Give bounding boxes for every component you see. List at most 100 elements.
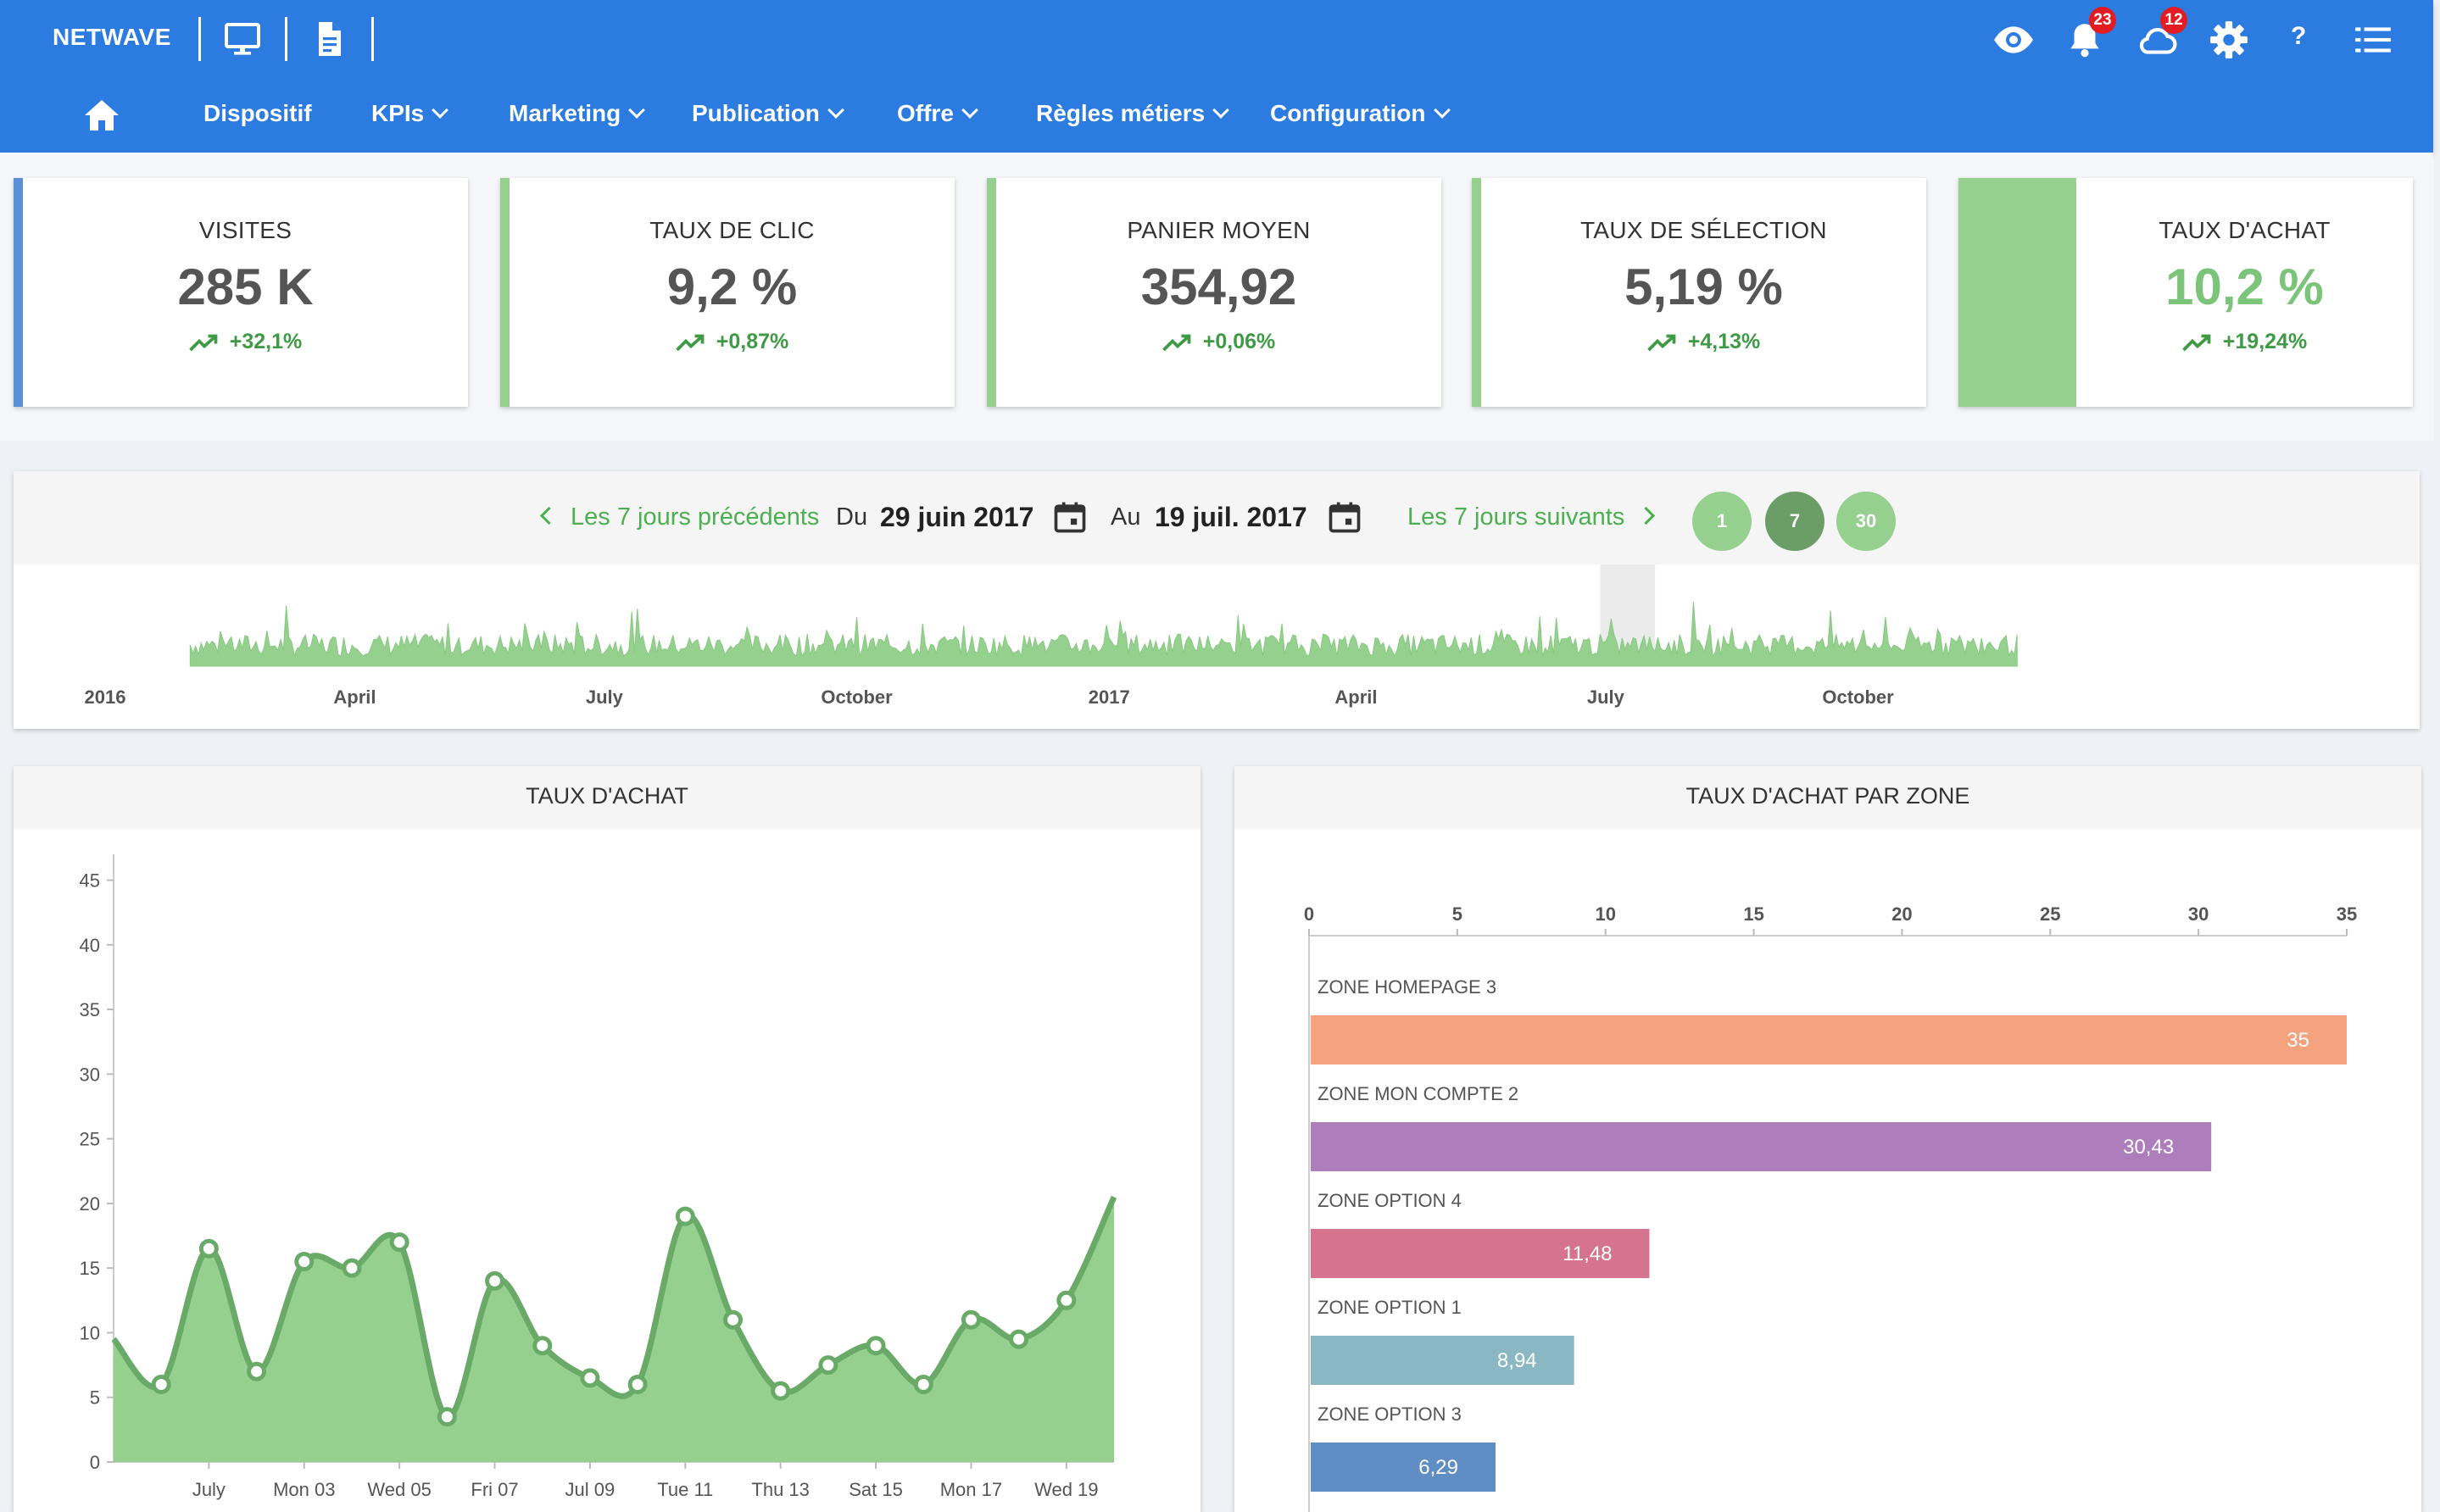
data-point[interactable] — [866, 1336, 886, 1356]
cloud-badge: 12 — [2160, 7, 2187, 34]
range-7-days-button[interactable]: 7 — [1765, 492, 1824, 551]
nav-publication[interactable]: Publication — [692, 100, 844, 127]
data-point[interactable] — [1009, 1329, 1029, 1349]
home-icon[interactable] — [81, 95, 122, 136]
to-date[interactable]: 19 juil. 2017 — [1155, 502, 1307, 532]
eye-icon[interactable] — [1992, 19, 2035, 61]
data-point[interactable] — [198, 1238, 219, 1259]
data-point[interactable] — [532, 1336, 553, 1356]
bar-category-label: ZONE MON COMPTE 2 — [1317, 1083, 1518, 1104]
data-point[interactable] — [627, 1374, 648, 1394]
x-tick-label: Mon 03 — [273, 1479, 335, 1500]
x-tick-label: Fri 07 — [471, 1479, 518, 1500]
bar-value-label: 11,48 — [1563, 1242, 1612, 1265]
y-tick-label: 20 — [80, 1193, 100, 1215]
from-label: Du — [836, 503, 868, 531]
x-tick-label: 0 — [1304, 903, 1314, 925]
data-point[interactable] — [580, 1368, 600, 1388]
chevron-down-icon — [961, 102, 978, 119]
data-point[interactable] — [1056, 1290, 1077, 1310]
x-tick-label: Tue 11 — [657, 1479, 713, 1500]
cloud-icon[interactable]: 12 — [2135, 7, 2187, 61]
nav-configuration[interactable]: Configuration — [1270, 100, 1451, 127]
data-point[interactable] — [151, 1374, 171, 1394]
kpi-value: 10,2 % — [2165, 258, 2324, 315]
x-tick-label: 10 — [1595, 903, 1615, 925]
document-icon[interactable] — [309, 19, 349, 59]
data-point[interactable] — [961, 1309, 981, 1330]
bar[interactable] — [1311, 1336, 1574, 1385]
divider — [371, 17, 374, 61]
range-1-day-button[interactable]: 1 — [1692, 492, 1752, 551]
timeline-panel: 2016 April July October 2017 April July October — [14, 471, 2420, 729]
trending-up-icon — [675, 334, 705, 351]
bar-category-label: ZONE HOMEPAGE 3 — [1317, 976, 1496, 998]
top-bar: NETWAVE 23 12 ? Dispositif KPIs Marketin… — [0, 0, 2433, 153]
chevron-down-icon — [1212, 102, 1230, 119]
overview-timeline-chart[interactable]: 2016 April July October 2017 April July October — [14, 564, 2420, 729]
trending-up-icon — [1646, 334, 1676, 351]
kpi-card-taux-de-selection[interactable]: TAUX DE SÉLECTION 5,19 % +4,13% — [1472, 178, 1926, 407]
gear-icon[interactable] — [2208, 19, 2250, 61]
data-point[interactable] — [437, 1407, 457, 1427]
data-point[interactable] — [913, 1374, 933, 1394]
nav-regles-metiers[interactable]: Règles métiers — [1036, 100, 1230, 127]
panel-header — [1234, 766, 2421, 829]
overview-tick-label: July — [586, 687, 624, 708]
prev-7-days-link[interactable]: Les 7 jours précédents — [539, 503, 819, 531]
kpi-label: PANIER MOYEN — [1127, 217, 1311, 243]
menu-list-icon[interactable] — [2352, 19, 2394, 61]
data-point[interactable] — [247, 1361, 267, 1381]
data-point[interactable] — [485, 1270, 505, 1291]
x-tick-label: 30 — [2188, 903, 2209, 925]
y-tick-label: 15 — [80, 1258, 100, 1279]
calendar-icon[interactable] — [1051, 498, 1089, 542]
kpi-card-taux-d-achat[interactable]: TAUX D'ACHAT 10,2 % +19,24% — [1958, 178, 2413, 407]
calendar-icon[interactable] — [1326, 498, 1363, 542]
panel-title: TAUX D'ACHAT PAR ZONE — [1685, 783, 1970, 809]
data-point[interactable] — [818, 1355, 838, 1376]
x-tick-label: Wed 05 — [367, 1479, 431, 1500]
bar[interactable] — [1311, 1229, 1650, 1278]
monitor-icon[interactable] — [222, 19, 263, 59]
y-tick-label: 10 — [80, 1322, 100, 1343]
nav-dispositif[interactable]: Dispositif — [203, 100, 312, 126]
kpi-card-visites[interactable]: VISITES 285 K +32,1% — [14, 178, 468, 407]
nav-marketing[interactable]: Marketing — [509, 100, 646, 127]
overview-tick-label: 2017 — [1089, 687, 1130, 708]
kpi-delta: +32,1% — [23, 330, 468, 354]
overview-tick-label: April — [1334, 687, 1377, 708]
nav-offre[interactable]: Offre — [897, 100, 978, 127]
bar[interactable] — [1311, 1122, 2212, 1171]
kpi-card-taux-de-clic[interactable]: TAUX DE CLIC 9,2 % +0,87% — [500, 178, 955, 407]
notifications-badge: 23 — [2089, 7, 2116, 34]
kpi-label: TAUX DE CLIC — [649, 217, 815, 243]
bell-icon[interactable]: 23 — [2064, 7, 2116, 61]
nav-kpis[interactable]: KPIs — [371, 100, 449, 127]
bar-value-label: 30,43 — [2123, 1136, 2174, 1159]
data-point[interactable] — [771, 1381, 791, 1401]
data-point[interactable] — [294, 1252, 315, 1272]
data-point[interactable] — [722, 1309, 743, 1330]
from-date[interactable]: 29 juin 2017 — [880, 502, 1034, 532]
kpi-value: 354,92 — [1140, 258, 1297, 315]
help-button[interactable]: ? — [2291, 22, 2307, 50]
bar-value-label: 35 — [2287, 1029, 2309, 1052]
taux-achat-area-chart[interactable]: 0 5 10 15 20 25 30 35 40 45 July Mon 03 Wed 05 Fri 07… — [14, 829, 1201, 1512]
y-tick-label: 45 — [80, 870, 100, 892]
data-point[interactable] — [389, 1232, 409, 1253]
kpi-label: VISITES — [198, 217, 292, 243]
data-point[interactable] — [675, 1206, 695, 1226]
data-point[interactable] — [342, 1258, 362, 1278]
kpi-card-panier-moyen[interactable]: PANIER MOYEN 354,92 +0,06% — [987, 178, 1441, 407]
bar[interactable] — [1311, 1443, 1496, 1492]
bar-category-label: ZONE OPTION 4 — [1317, 1190, 1462, 1211]
bar[interactable] — [1311, 1015, 2347, 1065]
next-7-days-link[interactable]: Les 7 jours suivants — [1407, 503, 1656, 531]
y-tick-label: 0 — [90, 1452, 100, 1473]
taux-achat-par-zone-bar-chart[interactable]: 0 5 10 15 20 25 30 35 ZONE HOMEPAGE 3 35 ZONE MON … — [1234, 829, 2421, 1512]
kpi-delta: +0,87% — [510, 330, 955, 354]
range-30-days-button[interactable]: 30 — [1836, 492, 1896, 551]
overview-tick-label: July — [1587, 687, 1625, 708]
brand-logo[interactable]: NETWAVE — [53, 24, 171, 50]
